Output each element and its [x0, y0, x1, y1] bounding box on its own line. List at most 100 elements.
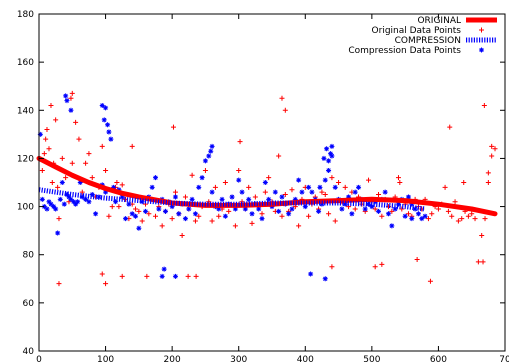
original-data-point: [480, 259, 486, 265]
original-data-point: [56, 281, 62, 287]
compression-data-point: [216, 206, 222, 212]
original-data-point: [455, 218, 461, 224]
original-data-point: [39, 167, 45, 173]
original-data-point: [46, 146, 52, 152]
compression-data-point: [329, 153, 335, 159]
compression-data-point: [63, 93, 69, 99]
original-data-point: [379, 213, 385, 219]
original-data-point: [262, 189, 268, 195]
original-data-point: [452, 199, 458, 205]
compression-data-point: [55, 230, 61, 236]
original-data-point: [48, 102, 54, 108]
compression-data-point: [113, 199, 119, 205]
original-data-point: [89, 175, 95, 181]
compression-data-point: [232, 206, 238, 212]
compression-data-point: [61, 201, 67, 207]
compression-data-point: [386, 211, 391, 217]
compression-data-point: [156, 206, 162, 212]
original-data-point: [445, 208, 451, 214]
original-data-point: [276, 153, 282, 159]
compression-data-point: [77, 180, 83, 185]
original-data-point: [153, 213, 158, 219]
compression-data-point: [46, 199, 52, 205]
compression-data-point: [51, 204, 57, 210]
compression-data-point: [332, 184, 338, 190]
compression-data-point: [328, 151, 334, 157]
original-data-point: [489, 143, 495, 149]
compression-data-point: [362, 206, 368, 212]
original-data-point: [202, 167, 208, 173]
compression-data-point: [64, 98, 70, 104]
original-data-point: [63, 175, 69, 181]
original-data-point: [83, 160, 89, 166]
original-data-point: [435, 206, 441, 212]
compression-data-point: [129, 211, 135, 217]
compression-data-point: [172, 273, 178, 279]
original-data-point: [76, 136, 82, 142]
original-data-point: [492, 146, 498, 152]
original-data-point: [266, 175, 272, 181]
compression-data-point: [346, 194, 352, 200]
compression-data-point: [219, 196, 225, 202]
original-data-point: [69, 90, 75, 96]
x-tick-label: 300: [230, 355, 247, 364]
compression-data-point: [105, 122, 111, 128]
original-data-point: [469, 211, 475, 217]
original-data-point: [99, 143, 105, 149]
compression-data-point: [302, 204, 308, 210]
original-data-point: [103, 167, 109, 173]
compression-data-point: [236, 177, 242, 183]
compression-data-point: [289, 206, 295, 212]
original-data-point: [129, 143, 135, 149]
original-data-point: [475, 259, 481, 265]
original-data-point: [99, 271, 105, 277]
x-tick-label: 400: [297, 355, 314, 364]
compression-data-point: [64, 192, 70, 198]
x-tick-label: 500: [363, 355, 380, 364]
compression-data-point: [339, 206, 345, 212]
original-data-point: [481, 102, 487, 108]
compression-data-point: [206, 153, 212, 159]
compression-data-point: [73, 201, 79, 207]
compression-data-point: [108, 136, 114, 142]
compression-data-point: [395, 201, 401, 207]
original-data-point: [282, 192, 288, 198]
compression-data-point: [37, 131, 43, 137]
compression-data-point: [103, 189, 109, 195]
original-data-point: [459, 216, 465, 222]
original-data-point: [465, 213, 471, 219]
legend-entry: Original Data Points: [372, 26, 484, 36]
original-data-point: [169, 216, 175, 222]
compression-data-point: [256, 206, 262, 212]
compression-data-point: [153, 175, 158, 181]
compression-data-point: [286, 211, 292, 217]
original-data-point: [427, 278, 433, 284]
original-data-point: [41, 151, 47, 157]
compression-data-point: [159, 273, 165, 279]
y-tick-label: 120: [17, 154, 34, 164]
original-data-point: [209, 218, 215, 224]
original-data-point: [43, 136, 49, 142]
compression-data-point: [389, 223, 395, 229]
original-data-point: [68, 95, 74, 101]
original-data-point: [319, 189, 325, 195]
compression-data-point: [324, 146, 330, 152]
legend-label: COMPRESSION: [395, 36, 461, 46]
compression-data-point: [199, 175, 205, 181]
compression-data-point: [186, 206, 192, 212]
original-data-point: [376, 192, 382, 198]
compression-data-point: [276, 208, 282, 214]
original-data-point: [185, 273, 191, 279]
original-data-point: [133, 206, 139, 212]
compression-data-point: [149, 184, 155, 190]
compression-data-point: [202, 158, 208, 164]
compression-data-point: [189, 196, 195, 202]
original-data-point: [336, 180, 342, 185]
compression-data-point: [326, 167, 332, 173]
original-data-point: [212, 184, 218, 190]
original-data-point: [73, 119, 79, 125]
original-data-point: [372, 264, 378, 270]
compression-data-point: [409, 216, 415, 222]
